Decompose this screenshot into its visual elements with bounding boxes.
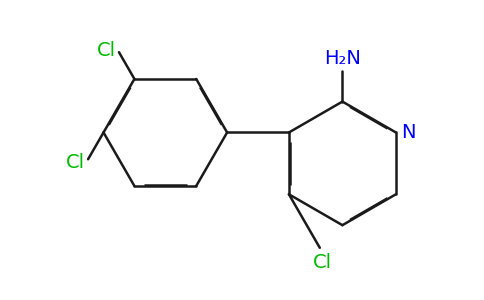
Text: N: N (401, 123, 415, 142)
Text: Cl: Cl (97, 41, 116, 60)
Text: H₂N: H₂N (324, 49, 361, 68)
Text: Cl: Cl (313, 253, 333, 272)
Text: Cl: Cl (66, 153, 85, 172)
